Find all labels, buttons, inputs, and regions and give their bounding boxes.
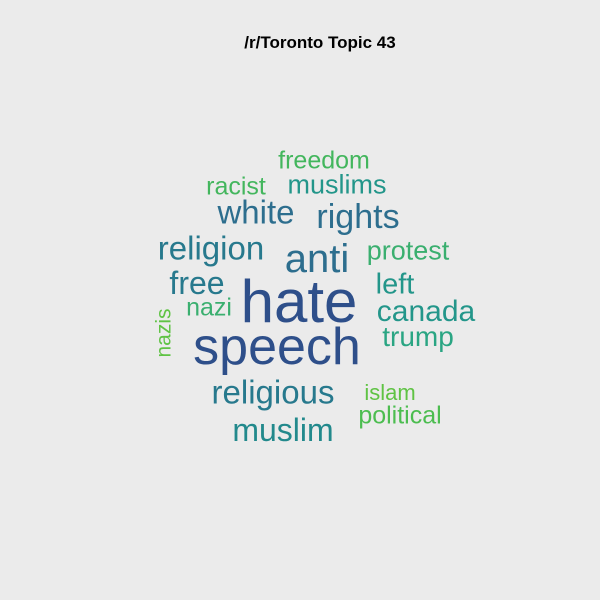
word-canada: canada — [376, 295, 476, 328]
word-religious: religious — [211, 373, 335, 411]
word-rights: rights — [316, 198, 400, 236]
word-freedom: freedom — [278, 146, 370, 175]
word-racist: racist — [206, 172, 266, 201]
word-white: white — [217, 193, 295, 231]
word-nazi: nazi — [186, 293, 232, 322]
page-title: /r/Toronto Topic 43 — [244, 33, 396, 52]
word-muslims: muslims — [287, 169, 387, 200]
word-free: free — [169, 265, 225, 301]
word-hate: hate — [240, 268, 358, 335]
word-nazis: nazis — [152, 308, 176, 358]
word-political: political — [358, 401, 442, 430]
word-muslim: muslim — [232, 412, 334, 448]
word-speech: speech — [193, 318, 361, 376]
word-trump: trump — [382, 321, 454, 352]
word-left: left — [375, 268, 415, 301]
word-protest: protest — [366, 235, 450, 266]
word-religion: religion — [157, 229, 265, 267]
word-islam: islam — [364, 380, 416, 405]
word-anti: anti — [284, 237, 350, 281]
